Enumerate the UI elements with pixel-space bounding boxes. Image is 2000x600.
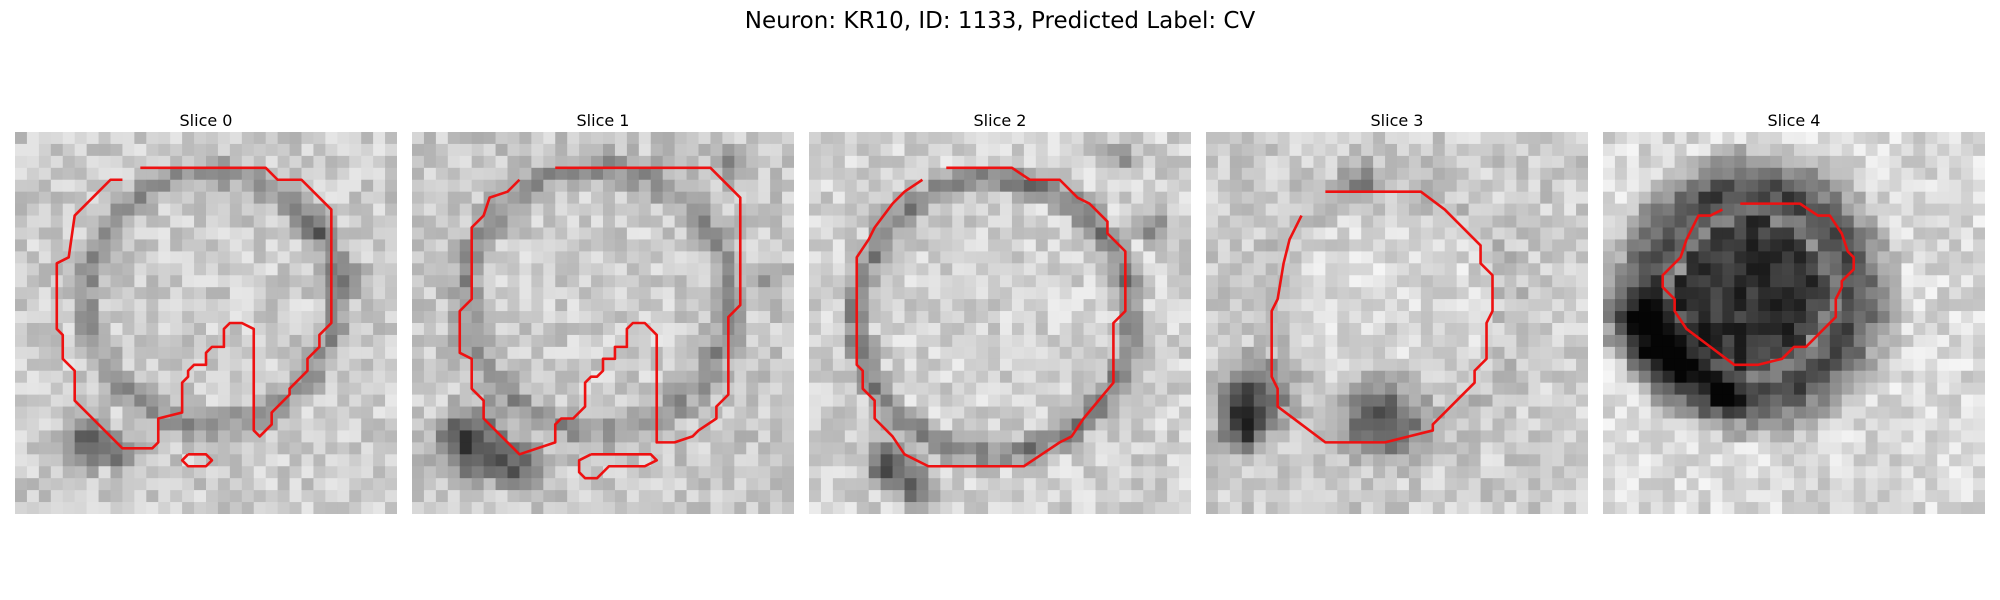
slice-title-0: Slice 0 [179,111,233,130]
slice-title-1: Slice 1 [576,111,630,130]
slice-panel-1: Slice 1 [412,110,794,514]
contour-outline [577,453,659,480]
figure-title: Neuron: KR10, ID: 1133, Predicted Label:… [744,8,1256,34]
slice-panel-4: Slice 4 [1603,110,1985,514]
slice-title-4: Slice 4 [1767,111,1821,130]
contour-outline [180,453,214,468]
contour-outline [458,166,742,456]
slice-title-3: Slice 3 [1370,111,1424,130]
slice-image-4 [1603,132,1985,514]
slice-panel-2: Slice 2 [809,110,1191,514]
contour-outline [55,166,333,450]
slice-image-0 [15,132,397,514]
contour-outline [855,166,1127,468]
slice-title-2: Slice 2 [973,111,1027,130]
slice-image-3 [1206,132,1588,514]
slice-image-2 [809,132,1191,514]
slice-image-1 [412,132,794,514]
slice-panel-3: Slice 3 [1206,110,1588,514]
contour-outline [1661,202,1855,367]
contour-outline [1270,190,1494,444]
slice-panel-0: Slice 0 [15,110,397,514]
